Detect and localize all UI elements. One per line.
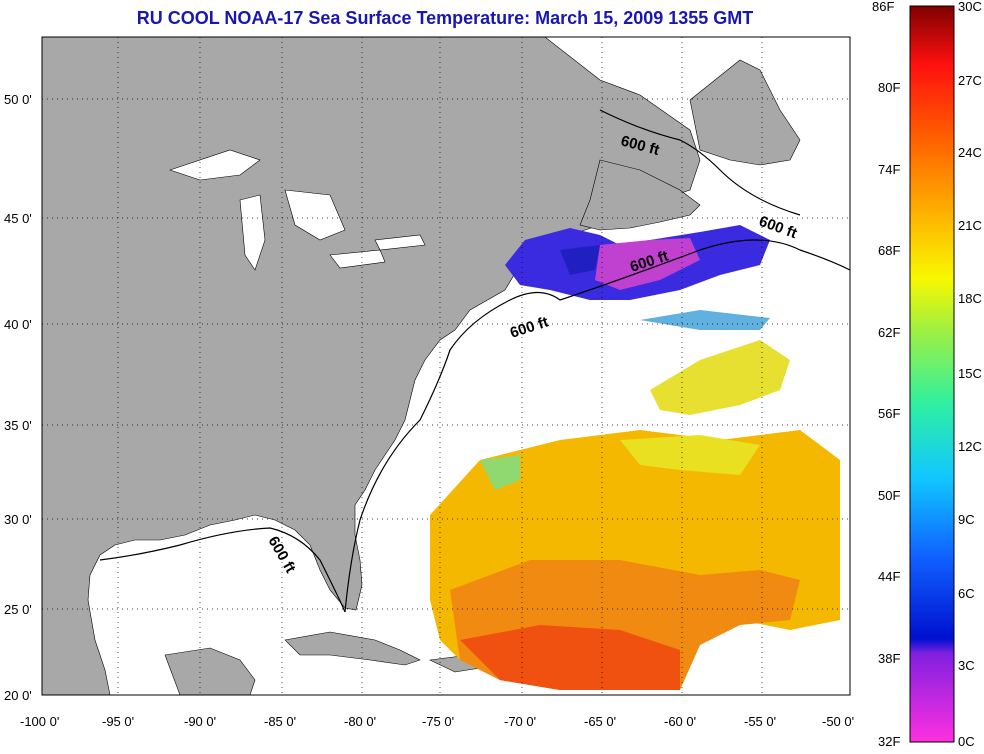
sst-warm-south <box>430 430 840 690</box>
cbar-f-label: 62F <box>878 325 900 340</box>
lon-label: -80 0' <box>344 714 376 729</box>
cbar-c-label: 9C <box>958 512 975 527</box>
cbar-c-label: 30C <box>958 0 982 14</box>
latitude-labels: 50 0' 45 0' 40 0' 35 0' 30 0' 25 0' 20 0… <box>4 92 32 703</box>
lon-label: -55 0' <box>744 714 776 729</box>
lat-label: 20 0' <box>4 688 32 703</box>
sst-colorbar <box>909 5 955 743</box>
cbar-c-label: 27C <box>958 73 982 88</box>
lon-label: -60 0' <box>664 714 696 729</box>
cbar-c-label: 15C <box>958 366 982 381</box>
cbar-f-label: 56F <box>878 406 900 421</box>
cbar-f-label: 38F <box>878 651 900 666</box>
lon-label: -90 0' <box>184 714 216 729</box>
lat-label: 25 0' <box>4 602 32 617</box>
cbar-c-label: 3C <box>958 658 975 673</box>
cbar-c-label: 18C <box>958 291 982 306</box>
cuba-land <box>284 631 421 666</box>
cbar-f-label: 68F <box>878 243 900 258</box>
cbar-c-label: 24C <box>958 145 982 160</box>
cbar-f-label: 86F <box>872 0 894 14</box>
land-masses <box>41 36 801 696</box>
lon-label: -95 0' <box>102 714 134 729</box>
map-title: RU COOL NOAA-17 Sea Surface Temperature:… <box>136 8 754 28</box>
lon-label: -65 0' <box>584 714 616 729</box>
cbar-c-label: 0C <box>958 734 975 749</box>
lon-label: -50 0' <box>822 714 854 729</box>
lon-label: -70 0' <box>504 714 536 729</box>
colorbar-c-labels: 30C 27C 24C 21C 18C 15C 12C 9C 6C 3C 0C <box>958 0 982 749</box>
cbar-c-label: 12C <box>958 439 982 454</box>
lon-label: -85 0' <box>264 714 296 729</box>
sst-mid-band <box>640 310 790 415</box>
cbar-c-label: 21C <box>958 218 982 233</box>
map-frame <box>41 36 851 696</box>
maritimes-land <box>579 159 701 231</box>
newfoundland-land <box>689 59 801 166</box>
cbar-c-label: 6C <box>958 586 975 601</box>
depth-contours <box>99 109 851 613</box>
lat-label: 35 0' <box>4 418 32 433</box>
great-lakes <box>169 149 426 271</box>
lat-label: 30 0' <box>4 512 32 527</box>
cbar-f-label: 50F <box>878 488 900 503</box>
cbar-f-label: 44F <box>878 569 900 584</box>
lat-label: 40 0' <box>4 317 32 332</box>
colorbar-f-labels: 86F 80F 74F 68F 62F 56F 50F 44F 38F 32F <box>872 0 900 749</box>
cbar-f-label: 80F <box>878 80 900 95</box>
cbar-f-label: 74F <box>878 162 900 177</box>
lat-label: 50 0' <box>4 92 32 107</box>
longitude-labels: -100 0' -95 0' -90 0' -85 0' -80 0' -75 … <box>20 714 854 729</box>
lon-label: -100 0' <box>20 714 59 729</box>
cbar-f-label: 32F <box>878 734 900 749</box>
lon-label: -75 0' <box>422 714 454 729</box>
sst-cold-north <box>505 225 770 300</box>
lat-label: 45 0' <box>4 211 32 226</box>
